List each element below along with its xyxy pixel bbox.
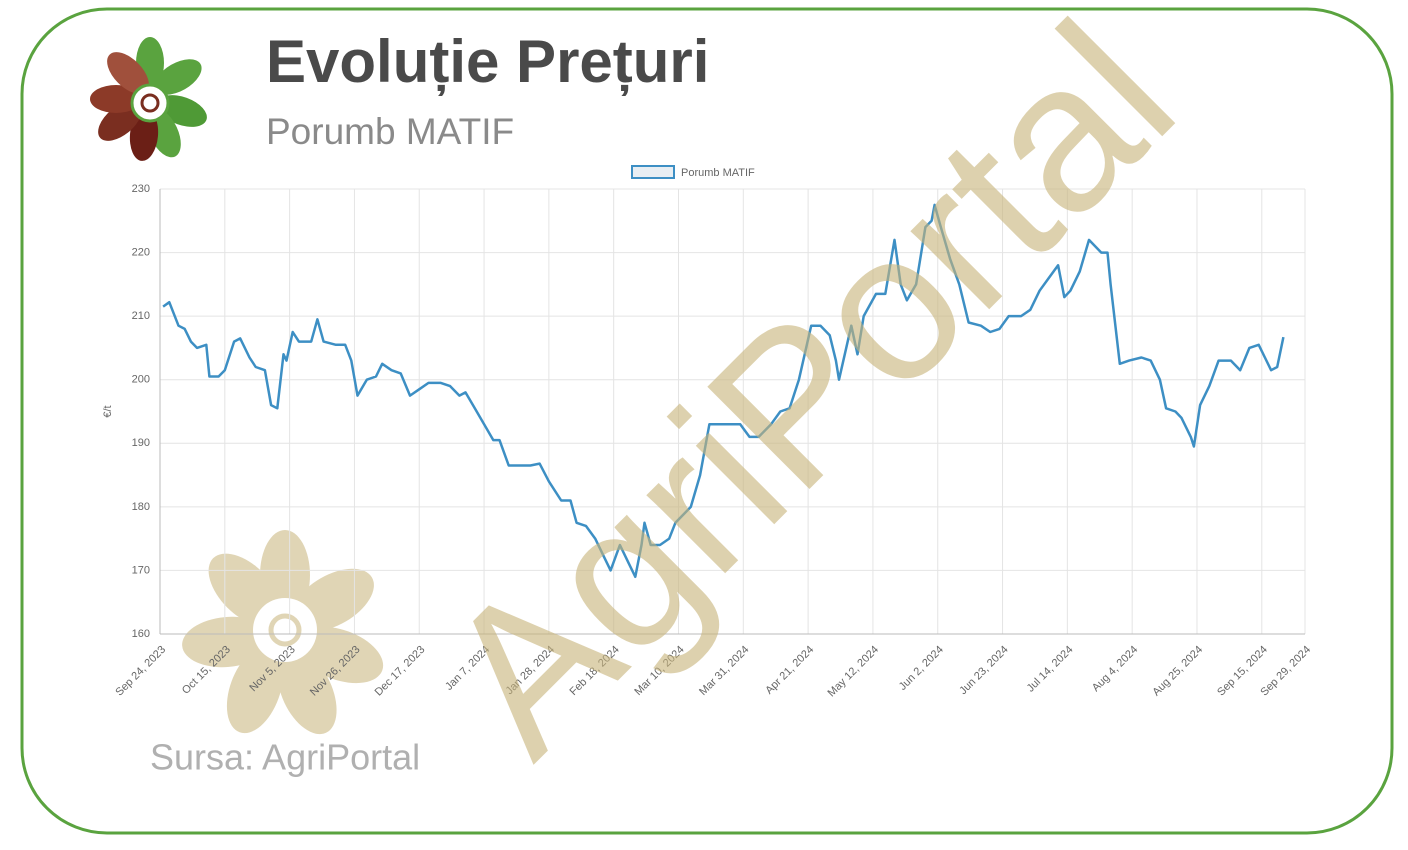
y-tick-label: 180 — [132, 501, 150, 513]
title: Evoluție Prețuri — [266, 28, 709, 96]
logo — [90, 37, 207, 161]
legend-swatch — [631, 165, 675, 179]
subtitle: Porumb MATIF — [266, 111, 514, 152]
y-tick-label: 210 — [132, 310, 150, 322]
frame — [20, 7, 1394, 835]
y-axis-label: €/t — [102, 405, 114, 417]
source: Sursa: AgriPortal — [150, 737, 420, 778]
y-tick-label: 230 — [132, 183, 150, 195]
y-tick-label: 220 — [132, 246, 150, 258]
y-tick-label: 170 — [132, 564, 150, 576]
legend-label: Porumb MATIF — [681, 167, 755, 179]
y-tick-label: 160 — [132, 628, 150, 640]
line — [162, 203, 1285, 579]
watermark-logo — [182, 530, 384, 735]
y-tick-label: 200 — [132, 374, 150, 386]
y-tick-label: 190 — [132, 437, 150, 449]
